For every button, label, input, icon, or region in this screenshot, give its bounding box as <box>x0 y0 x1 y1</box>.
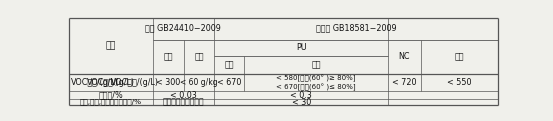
Text: 甲苯,乙苯,二甲苯含量总和/%: 甲苯,乙苯,二甲苯含量总和/% <box>80 99 142 105</box>
Text: 水性 GB24410−2009: 水性 GB24410−2009 <box>145 23 221 32</box>
Text: 溶剂型 GB18581−2009: 溶剂型 GB18581−2009 <box>316 23 396 32</box>
Text: < 720: < 720 <box>392 78 417 87</box>
Text: VOC含量/(g/L): VOC含量/(g/L) <box>71 78 119 87</box>
Text: 面漆: 面漆 <box>311 61 321 70</box>
Text: 项目: 项目 <box>106 42 116 51</box>
Text: VOC含量/(g/L): VOC含量/(g/L) <box>111 78 159 87</box>
Text: < 550: < 550 <box>447 78 471 87</box>
Text: PU: PU <box>296 43 306 52</box>
Text: NC: NC <box>399 52 410 61</box>
Text: < 580[光泽(60° )≥ 80%]
< 670[光泽(60° )≤ 80%]: < 580[光泽(60° )≥ 80%] < 670[光泽(60° )≤ 80%… <box>276 75 356 91</box>
Text: （苯系物含量总和）: （苯系物含量总和） <box>163 98 204 107</box>
Text: 底漆: 底漆 <box>224 61 234 70</box>
Text: 腻子: 腻子 <box>194 52 204 61</box>
Text: VOC含量/(g/L): VOC含量/(g/L) <box>87 78 135 87</box>
Text: < 300: < 300 <box>156 78 180 87</box>
Text: < 0.03: < 0.03 <box>170 91 197 100</box>
Text: 苯含量/%: 苯含量/% <box>98 91 123 100</box>
Text: 腻子: 腻子 <box>455 52 464 61</box>
Text: 涂料: 涂料 <box>164 52 173 61</box>
Text: < 0.3: < 0.3 <box>290 91 312 100</box>
Text: < 30: < 30 <box>291 98 311 107</box>
Text: < 670: < 670 <box>217 78 241 87</box>
Text: < 60 g/kg: < 60 g/kg <box>180 78 218 87</box>
